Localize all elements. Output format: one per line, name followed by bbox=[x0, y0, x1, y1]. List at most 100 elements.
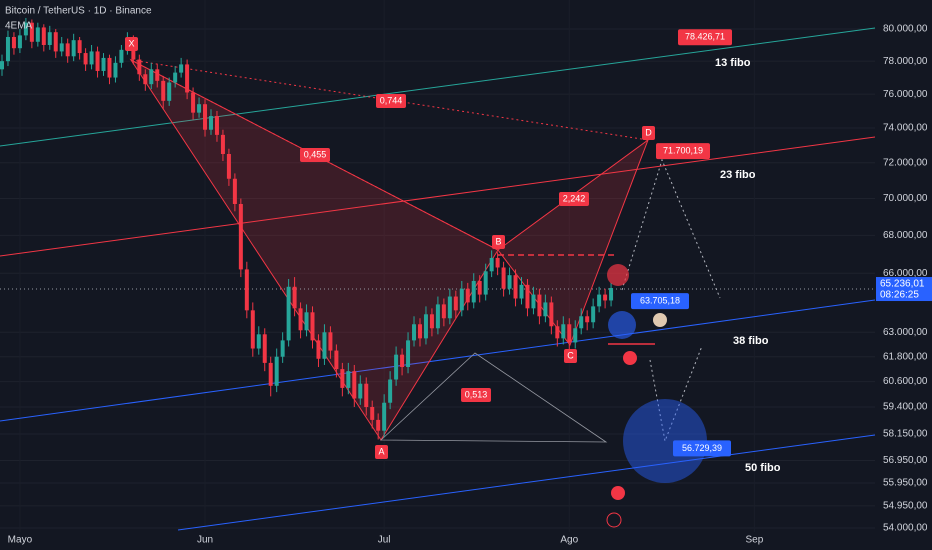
price-tag-label: 71.700,19 bbox=[663, 145, 703, 155]
price-tag-box bbox=[656, 143, 710, 160]
candle-body bbox=[83, 53, 88, 65]
y-tick-label: 78.000,00 bbox=[883, 56, 928, 67]
candle-body bbox=[298, 308, 303, 331]
candle-body bbox=[352, 371, 357, 399]
candle-body bbox=[292, 286, 297, 309]
point-label: X bbox=[128, 38, 134, 48]
candle-body bbox=[143, 74, 148, 85]
candle-body bbox=[137, 59, 142, 75]
point-label: B bbox=[495, 236, 501, 246]
ratio-box bbox=[300, 148, 330, 162]
candle-body bbox=[549, 302, 554, 327]
candle-body bbox=[17, 35, 22, 49]
candle-body bbox=[555, 326, 560, 339]
candle-body bbox=[453, 296, 458, 311]
candle-body bbox=[400, 354, 405, 368]
candle-body bbox=[429, 314, 434, 329]
ratio-label: 0,744 bbox=[380, 95, 403, 105]
x-tick-label: Jul bbox=[378, 535, 391, 546]
x-tick-label: Ago bbox=[560, 535, 578, 546]
candle-body bbox=[220, 134, 225, 154]
y-tick-label: 54.000,00 bbox=[883, 523, 928, 534]
candle-body bbox=[232, 178, 237, 204]
candle-body bbox=[23, 22, 28, 36]
candle-body bbox=[155, 69, 160, 81]
candle-body bbox=[197, 104, 202, 113]
candle-body bbox=[29, 22, 34, 42]
point-label: A bbox=[378, 446, 384, 456]
candle-body bbox=[95, 51, 100, 71]
candle-body bbox=[71, 40, 76, 57]
candle-body bbox=[519, 284, 524, 299]
point-box bbox=[564, 349, 577, 363]
candle-body bbox=[513, 275, 518, 299]
candle-body bbox=[465, 288, 470, 303]
candle-body bbox=[501, 267, 506, 289]
candle-body bbox=[543, 302, 548, 317]
alert-icon bbox=[607, 264, 629, 286]
projection bbox=[649, 345, 703, 443]
candle-body bbox=[256, 334, 261, 349]
price-tag-box bbox=[678, 29, 732, 46]
candle-body bbox=[531, 294, 536, 309]
candle-body bbox=[340, 369, 345, 388]
candle-body bbox=[101, 57, 106, 71]
y-tick-label: 76.000,00 bbox=[883, 89, 928, 100]
y-tick-label: 56.950,00 bbox=[883, 455, 928, 466]
ratio-box bbox=[376, 94, 406, 108]
candle-body bbox=[35, 27, 40, 42]
candle-body bbox=[585, 316, 590, 323]
candle-body bbox=[370, 406, 375, 420]
candle-body bbox=[167, 82, 172, 101]
ratio-label: 0,455 bbox=[304, 149, 327, 159]
target-circle bbox=[623, 399, 707, 483]
candle-body bbox=[316, 340, 321, 359]
point-box bbox=[125, 37, 138, 51]
candle-body bbox=[203, 104, 208, 130]
candle-body bbox=[394, 354, 399, 380]
candle-body bbox=[226, 153, 231, 179]
point-label: D bbox=[645, 127, 652, 137]
y-tick-label: 54.950,00 bbox=[883, 500, 928, 511]
point-box bbox=[642, 126, 655, 140]
countdown-label: 08:26:25 bbox=[880, 290, 919, 301]
candle-body bbox=[191, 92, 196, 113]
candle-body bbox=[609, 288, 614, 301]
last-price-box bbox=[876, 277, 932, 302]
candle-body bbox=[214, 116, 219, 135]
candle-body bbox=[250, 310, 255, 349]
ratio-label: 0,513 bbox=[465, 389, 488, 399]
price-tag-label: 56.729,39 bbox=[682, 443, 722, 453]
candle-body bbox=[280, 340, 285, 357]
stop-icon bbox=[611, 486, 625, 500]
candle-body bbox=[489, 257, 494, 272]
chart-title: Bitcoin / TetherUS · 1D · Binance bbox=[5, 6, 152, 17]
candle-body bbox=[41, 27, 46, 45]
candle-body bbox=[525, 284, 530, 309]
price-tag-label: 63.705,18 bbox=[640, 296, 680, 306]
abcd-lines bbox=[379, 352, 608, 443]
candle-body bbox=[603, 294, 608, 301]
candle-body bbox=[483, 271, 488, 295]
ratio-box bbox=[559, 192, 589, 206]
x-tick-label: Jun bbox=[197, 535, 213, 546]
fibo-label: 23 fibo bbox=[720, 169, 756, 181]
candle-body bbox=[441, 304, 446, 319]
candle-body bbox=[328, 332, 333, 351]
candle-body bbox=[208, 116, 213, 130]
candle-body bbox=[579, 316, 584, 329]
x-tick-label: Mayo bbox=[8, 535, 33, 546]
trend-line bbox=[0, 136, 876, 257]
ratio-label: 2,242 bbox=[563, 193, 586, 203]
candle-body bbox=[358, 383, 363, 399]
fibo-label: 38 fibo bbox=[733, 335, 769, 347]
projection bbox=[621, 158, 721, 299]
candle-body bbox=[537, 294, 542, 317]
y-tick-label: 61.800,00 bbox=[883, 351, 928, 362]
y-tick-label: 60.600,00 bbox=[883, 376, 928, 387]
ratio-box bbox=[461, 388, 491, 402]
point-label: C bbox=[567, 350, 574, 360]
candle-body bbox=[567, 324, 572, 343]
lightning-icon bbox=[606, 512, 622, 528]
